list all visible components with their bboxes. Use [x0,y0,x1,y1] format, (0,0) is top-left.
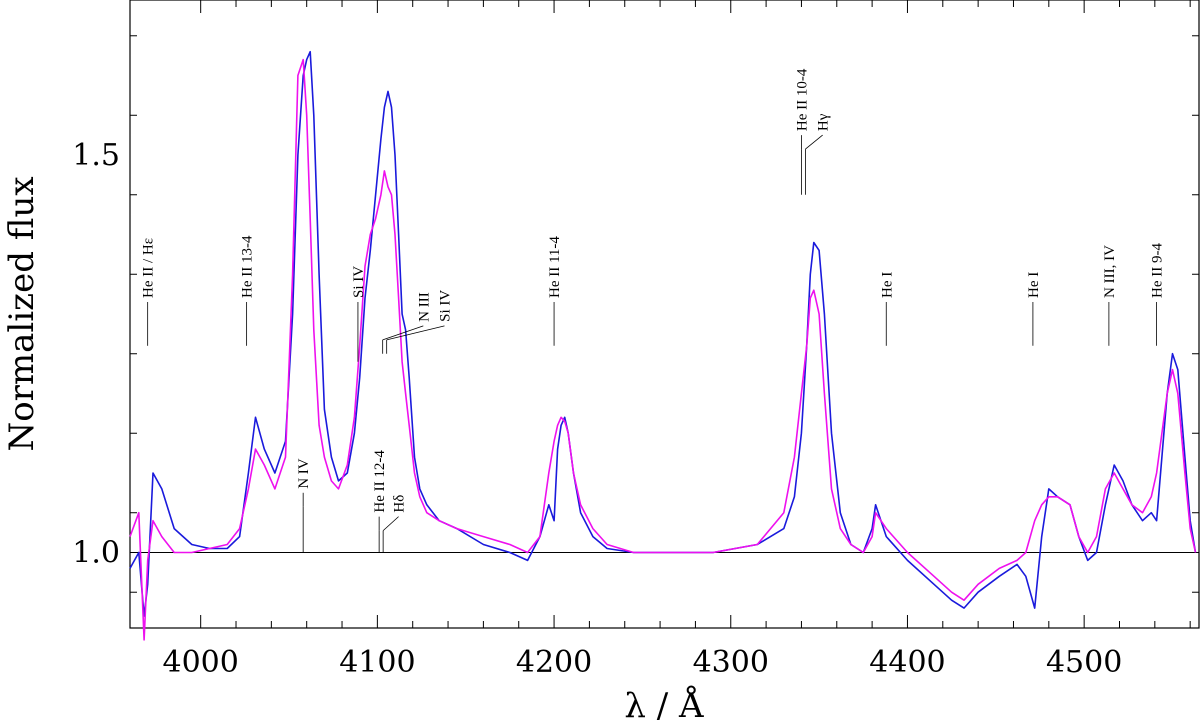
marker-leader [386,325,445,341]
x-axis-title: λ / Å [624,685,704,722]
line-marker: N III, IV [1102,245,1118,346]
line-label: He II 12-4 [372,450,388,513]
line-label: He II 11-4 [547,236,563,298]
line-marker: N III Si IV [382,290,454,354]
x-tick-label: 4300 [693,645,769,680]
line-marker: He I [879,272,895,346]
x-tick-label: 4200 [516,645,592,680]
line-label: He I [1026,272,1042,298]
line-label: He I [879,272,895,298]
line-label: Hγ [816,113,832,131]
line-marker: He II 13-4 [240,235,256,346]
line-marker: He I [1026,272,1042,346]
marker-leader [382,516,399,531]
x-tick-label: 4000 [162,645,238,680]
marker-leader [382,325,424,341]
line-label: Hδ [392,495,408,513]
axis-ticks [130,0,1199,628]
x-tick-label: 4500 [1046,645,1122,680]
line-marker: He II 9-4 [1150,243,1166,346]
line-label: He II 10-4 [794,68,810,131]
spectra [129,50,1197,641]
line-label: Si IV [438,290,454,322]
y-tick-label: 1.0 [72,535,120,570]
line-label: He II 13-4 [240,235,256,298]
line-label: N IV [296,458,312,489]
plot-frame [129,0,1200,629]
line-label: N III [416,292,432,322]
line-marker: Si IV [351,266,367,362]
spectrum-series-2 [129,58,1197,641]
line-label: He II / Hε [141,238,157,298]
line-marker: He II 11-4 [547,236,563,346]
line-label: He II 9-4 [1150,243,1166,298]
line-marker: He II 12-4 Hδ [372,450,408,553]
line-marker: N IV [296,458,312,553]
line-identifications: He II / Hε He II 13-4 N IV Si IV N III Si IV H… [141,68,1166,553]
marker-leader [805,134,823,150]
y-tick-label: 1.5 [72,138,120,173]
axis-tick-labels: 4000 4100 4200 4300 4400 4500 1.0 1.5 [72,138,1122,680]
line-marker: He II / Hε [141,238,157,346]
line-marker: He II 10-4 Hγ [794,68,832,195]
line-label: N III, IV [1102,245,1118,298]
y-axis-title: Normalized flux [2,176,42,451]
line-label: Si IV [351,266,367,298]
x-tick-label: 4100 [339,645,415,680]
x-tick-label: 4400 [869,645,945,680]
